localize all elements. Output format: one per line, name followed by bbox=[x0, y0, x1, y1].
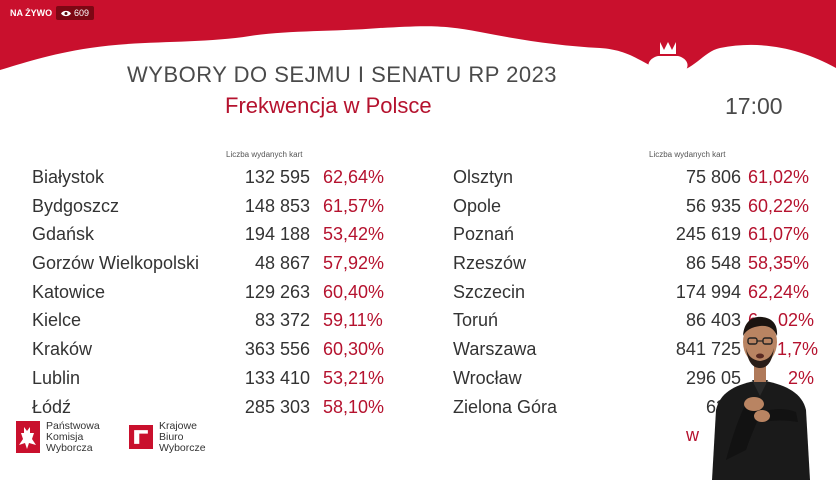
kbw-line-2: Biuro bbox=[159, 431, 184, 443]
table-row: Kielce 83 372 59,11% bbox=[32, 306, 402, 335]
pkw-line-1: Państwowa bbox=[46, 420, 100, 432]
table-row: Gorzów Wielkopolski 48 867 57,92% bbox=[32, 249, 402, 278]
partial-footer-text: w bbox=[686, 425, 699, 445]
turnout-percent: 1,7% bbox=[748, 335, 818, 363]
turnout-percent: 59,11% bbox=[323, 310, 383, 331]
city-name: Opole bbox=[453, 195, 502, 216]
turnout-percent: 60,40% bbox=[323, 281, 385, 302]
turnout-percent-tail: 1,7% bbox=[777, 339, 819, 360]
city-name: Kielce bbox=[32, 310, 82, 331]
table-row: Gdańsk 194 188 53,42% bbox=[32, 220, 402, 249]
turnout-percent: 58,35% bbox=[748, 253, 810, 274]
table-row: Łódź 285 303 58,10% bbox=[32, 393, 402, 422]
kbw-logo-text: Krajowe Biuro Wyborcze bbox=[159, 421, 206, 454]
cards-count: 194 188 bbox=[244, 224, 310, 245]
cards-count: 56 935 bbox=[685, 195, 741, 216]
turnout-table-right: Olsztyn 75 806 61,02% Opole 56 935 60,22% Po… bbox=[453, 163, 818, 421]
kbw-logo-mark-icon bbox=[129, 425, 153, 449]
cards-count: 296 05 bbox=[685, 367, 741, 388]
turnout-table-left: Białystok 132 595 62,64% Bydgoszcz 148 853 6… bbox=[32, 163, 402, 421]
live-badge: NA ŻYWO bbox=[5, 6, 58, 20]
city-name: Katowice bbox=[32, 281, 106, 302]
turnout-percent: 62,64% bbox=[323, 167, 385, 187]
pkw-logo-mark-icon bbox=[16, 421, 40, 453]
city-name: Wrocław bbox=[453, 367, 522, 388]
cards-count: 132 595 bbox=[244, 167, 310, 187]
cards-column-header-right: Liczba wydanych kart bbox=[649, 150, 726, 159]
page-subtitle: Frekwencja w Polsce bbox=[225, 93, 432, 118]
turnout-percent: 61,02% bbox=[748, 167, 810, 187]
turnout-percent: 2% bbox=[748, 364, 814, 392]
city-name: Zielona Góra bbox=[453, 396, 558, 417]
turnout-percent: 58,10% bbox=[323, 396, 385, 417]
turnout-percent: 53,21% bbox=[323, 367, 385, 388]
kbw-line-3: Wyborcze bbox=[159, 442, 206, 454]
cards-count: 245 619 bbox=[675, 224, 741, 245]
pkw-line-3: Wyborcza bbox=[46, 442, 93, 454]
pkw-line-2: Komisja bbox=[46, 431, 84, 443]
eye-icon bbox=[61, 10, 71, 16]
cards-column-header-left: Liczba wydanych kart bbox=[226, 150, 303, 159]
city-name: Szczecin bbox=[453, 281, 526, 302]
pkw-logo-text: Państwowa Komisja Wyborcza bbox=[46, 421, 100, 454]
city-name: Lublin bbox=[32, 367, 81, 388]
turnout-percent: 61,07% bbox=[748, 224, 810, 245]
table-row: Kraków 363 556 60,30% bbox=[32, 335, 402, 364]
speaker-icon[interactable] bbox=[816, 450, 830, 466]
pkw-logo: Państwowa Komisja Wyborcza bbox=[16, 421, 100, 454]
city-name: Warszawa bbox=[453, 339, 537, 360]
table-row: Wrocław 296 05 2% bbox=[453, 364, 814, 393]
table-row: Opole 56 935 60,22% bbox=[453, 192, 813, 221]
sign-language-interpreter bbox=[712, 316, 810, 480]
header-red-wave bbox=[0, 0, 836, 73]
turnout-percent: 57,92% bbox=[323, 253, 385, 274]
table-row: Rzeszów 86 548 58,35% bbox=[453, 249, 813, 278]
table-row: Białystok 132 595 62,64% bbox=[32, 163, 402, 192]
eagle-emblem-icon bbox=[636, 42, 700, 118]
viewer-count-badge: 609 bbox=[56, 6, 95, 20]
kbw-line-1: Krajowe bbox=[159, 420, 197, 432]
table-row: Poznań 245 619 61,07% bbox=[453, 220, 813, 249]
cards-count: 48 867 bbox=[254, 253, 310, 274]
turnout-percent: 61,57% bbox=[323, 195, 385, 216]
table-row: Katowice 129 263 60,40% bbox=[32, 278, 402, 307]
table-row: Lublin 133 410 53,21% bbox=[32, 364, 402, 393]
city-name: Gdańsk bbox=[32, 224, 95, 245]
cards-count: 75 806 bbox=[685, 167, 741, 187]
cards-count: 841 725 bbox=[675, 339, 741, 360]
turnout-percent: 60,30% bbox=[323, 339, 385, 360]
kbw-logo: Krajowe Biuro Wyborcze bbox=[129, 421, 206, 454]
turnout-percent: 60,22% bbox=[748, 195, 810, 216]
turnout-percent-tail: 02% bbox=[778, 310, 815, 331]
table-row: Warszawa 841 725 1,7% bbox=[453, 335, 818, 364]
city-name: Białystok bbox=[32, 167, 105, 187]
city-name: Łódź bbox=[32, 396, 72, 417]
cards-count: 86 403 bbox=[685, 310, 741, 331]
city-name: Toruń bbox=[453, 310, 499, 331]
cards-count: 148 853 bbox=[244, 195, 310, 216]
city-name: Olsztyn bbox=[453, 167, 514, 187]
city-name: Rzeszów bbox=[453, 253, 527, 274]
turnout-percent-tail: 2% bbox=[788, 367, 815, 388]
turnout-percent: 53,42% bbox=[323, 224, 385, 245]
city-name: Poznań bbox=[453, 224, 515, 245]
city-name: Kraków bbox=[32, 339, 93, 360]
cards-count: 86 548 bbox=[685, 253, 741, 274]
table-row: Szczecin 174 994 62,24% bbox=[453, 278, 813, 307]
turnout-percent: 62,24% bbox=[748, 281, 810, 302]
table-row: Olsztyn 75 806 61,02% bbox=[453, 163, 813, 192]
table-row: Bydgoszcz 148 853 61,57% bbox=[32, 192, 402, 221]
cards-count: 129 263 bbox=[244, 281, 310, 302]
viewer-count: 609 bbox=[74, 8, 90, 18]
page-title: WYBORY DO SEJMU I SENATU RP 2023 bbox=[127, 62, 558, 87]
cards-count: 133 410 bbox=[244, 367, 310, 388]
cards-count: 174 994 bbox=[675, 281, 741, 302]
cards-count: 83 372 bbox=[254, 310, 310, 331]
city-name: Bydgoszcz bbox=[32, 195, 120, 216]
time-label: 17:00 bbox=[725, 93, 783, 119]
cards-count: 363 556 bbox=[244, 339, 310, 360]
city-name: Gorzów Wielkopolski bbox=[32, 253, 200, 274]
cards-count: 285 303 bbox=[244, 396, 310, 417]
